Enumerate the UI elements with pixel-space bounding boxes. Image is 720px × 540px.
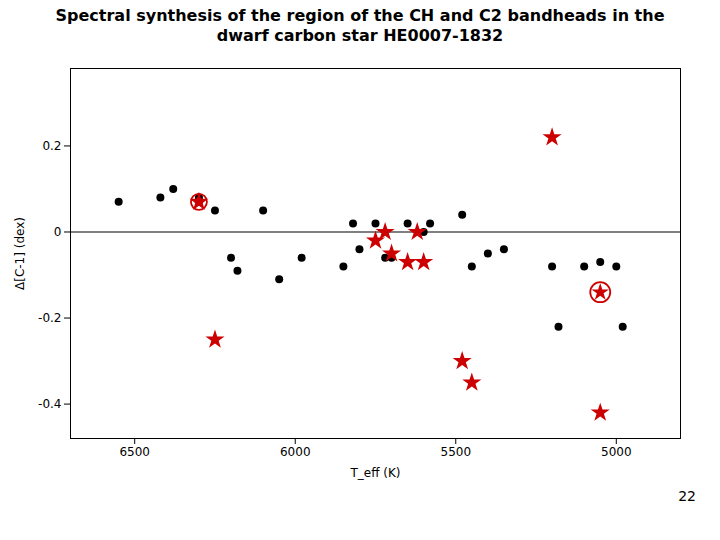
svg-text:0.2: 0.2 <box>42 139 61 153</box>
svg-text:5000: 5000 <box>601 445 632 459</box>
svg-text:5500: 5500 <box>440 445 471 459</box>
html-text:Spectral synthesis of the regi: Spectral synthesis of the region of the … <box>55 6 665 25</box>
svg-text:Δ[C-1] (dex): Δ[C-1] (dex) <box>13 217 27 290</box>
html-text:dwarf carbon star HE0007-1832: dwarf carbon star HE0007-1832 <box>216 26 504 45</box>
svg-text:-0.4: -0.4 <box>38 397 61 411</box>
html-text:22: 22 <box>678 488 696 504</box>
svg-text:0: 0 <box>54 225 62 239</box>
svg-text:T_eff (K): T_eff (K) <box>349 466 400 480</box>
svg-text:6000: 6000 <box>280 445 311 459</box>
svg-text:6500: 6500 <box>119 445 150 459</box>
svg-text:-0.2: -0.2 <box>38 311 61 325</box>
